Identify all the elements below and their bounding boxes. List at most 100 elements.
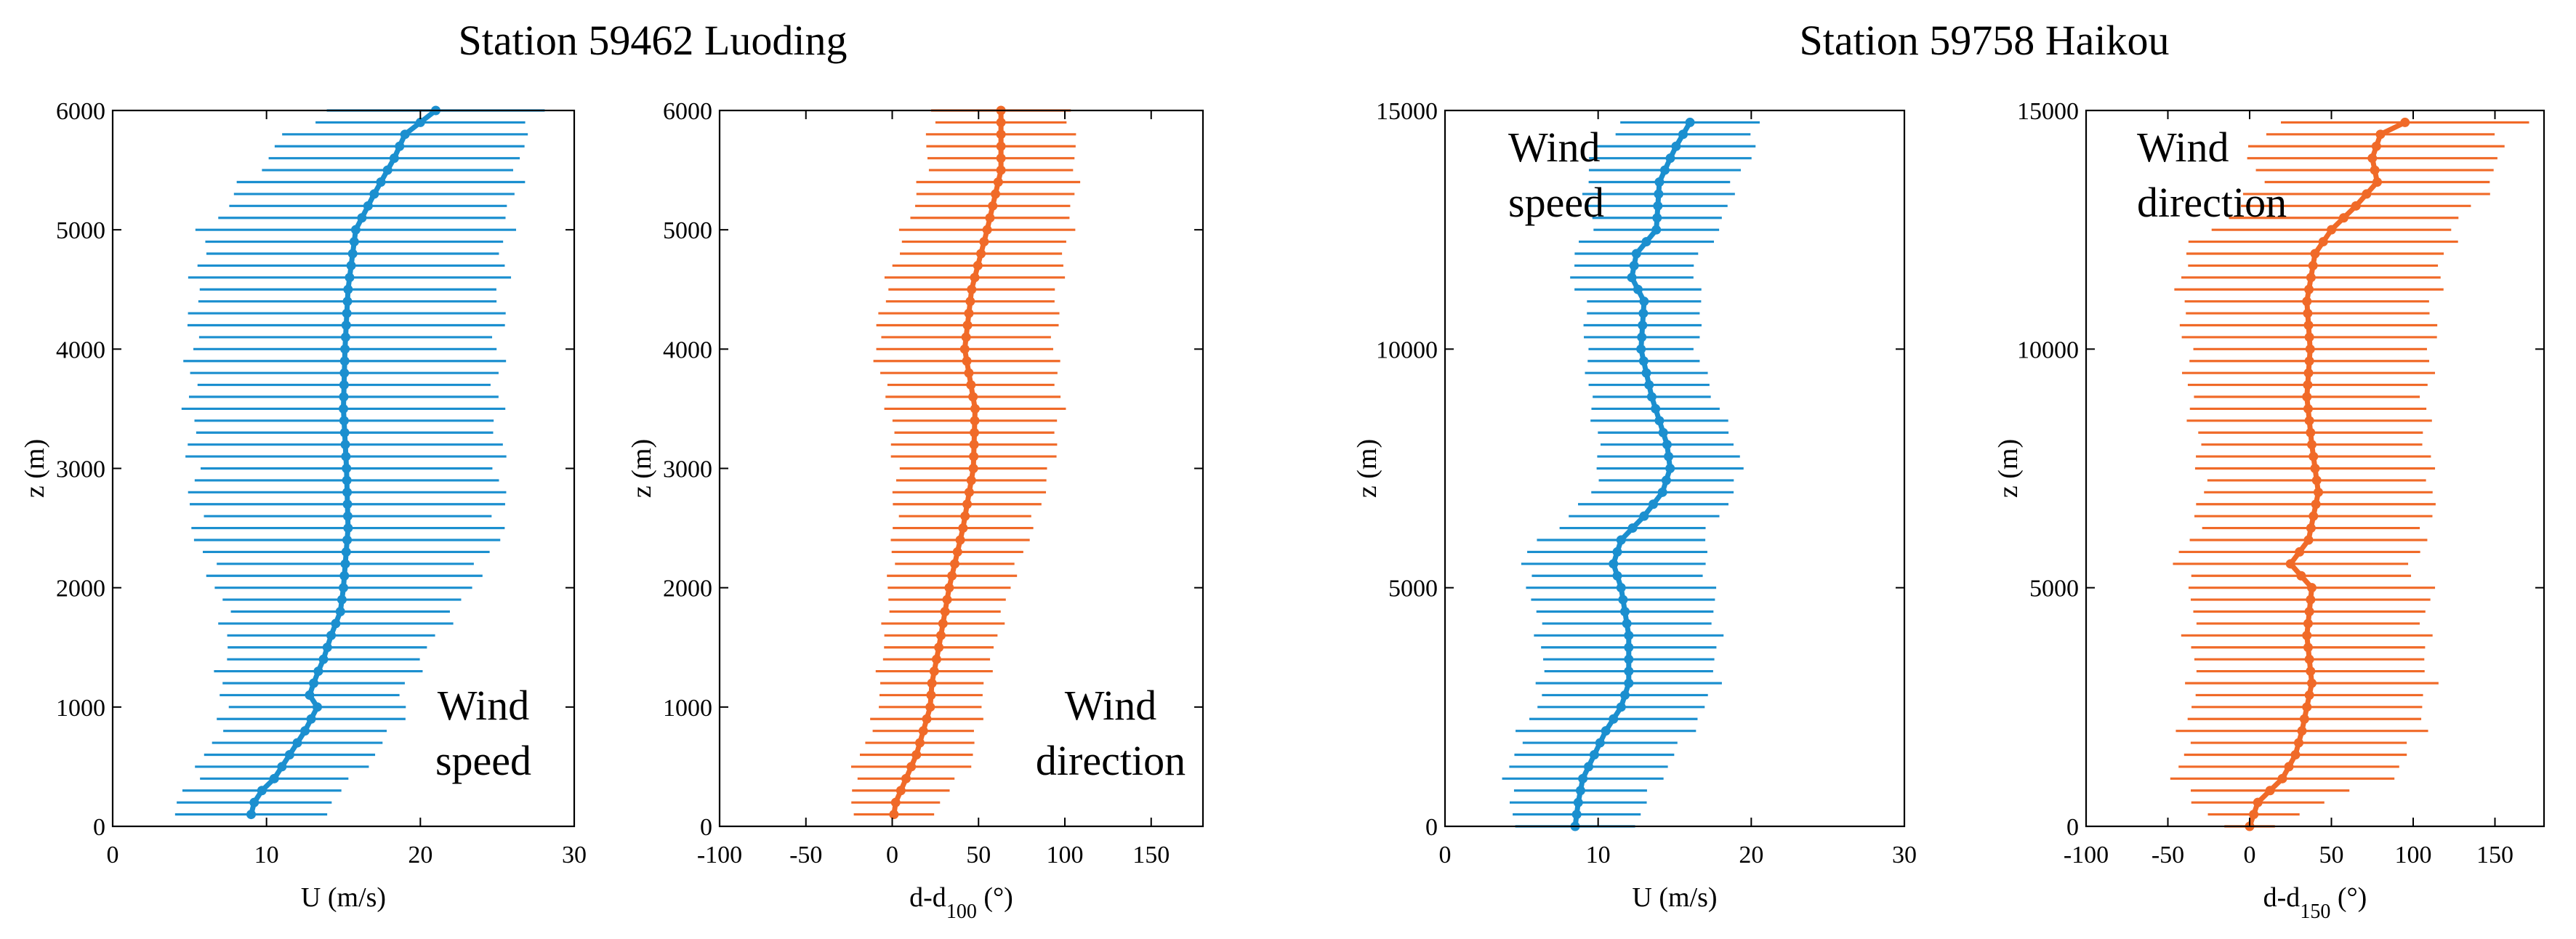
y-tick-label: 0 [700,814,712,841]
mean-point [342,511,353,521]
mean-point [2265,786,2275,796]
mean-point [340,559,350,569]
mean-point [1657,487,1667,497]
mean-point [1624,630,1634,640]
mean-point [2375,129,2386,140]
x-tick-label: 0 [886,842,898,869]
y-tick-label: 6000 [56,98,105,125]
mean-point [996,117,1006,127]
mean-point [343,523,353,533]
mean-point [309,678,319,688]
mean-point [1664,451,1674,462]
mean-point [1659,165,1670,175]
mean-point [906,762,917,772]
mean-point [1584,762,1593,772]
x-tick-label: 150 [2476,842,2513,869]
mean-point [1685,117,1695,127]
mean-point [1612,571,1622,581]
mean-point [2304,332,2314,342]
y-axis-label: z (m) [627,439,657,498]
mean-point [996,153,1006,164]
mean-point [1627,523,1638,533]
mean-point [1616,583,1626,593]
mean-point [2303,618,2313,629]
mean-point [2303,321,2314,330]
mean-point [964,308,974,318]
mean-point [2314,487,2323,497]
mean-point [1573,797,1583,807]
mean-point [2306,666,2316,677]
mean-point [976,249,986,259]
mean-point [2306,273,2316,283]
y-tick-label: 6000 [663,98,712,125]
mean-point [313,702,323,712]
mean-point [938,618,948,629]
mean-point [970,403,980,414]
mean-point [889,810,899,820]
mean-point [2277,773,2287,783]
mean-point [964,487,974,497]
mean-point [2304,654,2314,664]
x-axis-label: U (m/s) [301,882,386,913]
mean-point [911,750,922,759]
mean-point [996,141,1006,151]
mean-point [342,464,352,473]
y-tick-label: 15000 [1376,98,1438,125]
mean-point [1624,654,1634,664]
panel-annotation: Wind direction [2137,124,2287,226]
mean-point [1641,237,1651,247]
panel-annotation: Wind speed [1508,124,1604,226]
mean-point [339,356,350,366]
mean-point [922,714,932,724]
mean-point [2309,511,2319,521]
y-tick-label: 5000 [56,217,105,244]
mean-point [313,666,323,677]
x-tick-label: -50 [2152,842,2184,869]
mean-point [1654,416,1665,426]
mean-point [952,547,962,557]
mean-point [2305,344,2315,354]
mean-point [982,225,992,235]
mean-point [1654,177,1665,187]
x-tick-label: 50 [2319,842,2344,869]
x-tick-label: 150 [1132,842,1170,869]
mean-point [326,630,337,640]
mean-point [1620,607,1630,616]
mean-point [965,297,975,307]
mean-point [2304,356,2314,366]
mean-point [947,571,957,581]
mean-point [2400,117,2410,127]
mean-point [346,260,356,270]
mean-point [376,177,386,187]
mean-point [343,284,353,294]
mean-point [2302,297,2312,307]
mean-point [968,464,978,473]
mean-point [961,332,971,342]
mean-point [2308,260,2318,270]
mean-point [969,451,979,462]
mean-point [292,738,302,748]
mean-point [339,427,350,438]
y-axis-label: z (m) [1993,439,2024,498]
x-tick-label: -100 [2064,842,2109,869]
mean-point [2327,225,2336,235]
mean-point [1624,666,1634,677]
x-tick-label: 30 [1892,842,1917,869]
mean-point [1658,427,1668,438]
mean-point [337,595,347,605]
mean-point [246,810,256,820]
mean-point [342,308,352,318]
mean-point [257,786,267,796]
luoding-speed-panel: 0 10 20 30 0 1000 2000 3000 4000 5000 6000 U (m/s) z… [20,98,587,913]
mean-point [1652,213,1662,223]
mean-point [1624,678,1634,688]
mean-point [1616,702,1626,712]
mean-point [949,559,959,569]
mean-point [2285,559,2295,569]
mean-point [2249,810,2259,820]
mean-point [1622,618,1632,629]
mean-point [934,642,944,653]
y-tick-label: 2000 [56,576,105,603]
mean-point [1636,344,1646,354]
mean-point [1601,726,1611,736]
